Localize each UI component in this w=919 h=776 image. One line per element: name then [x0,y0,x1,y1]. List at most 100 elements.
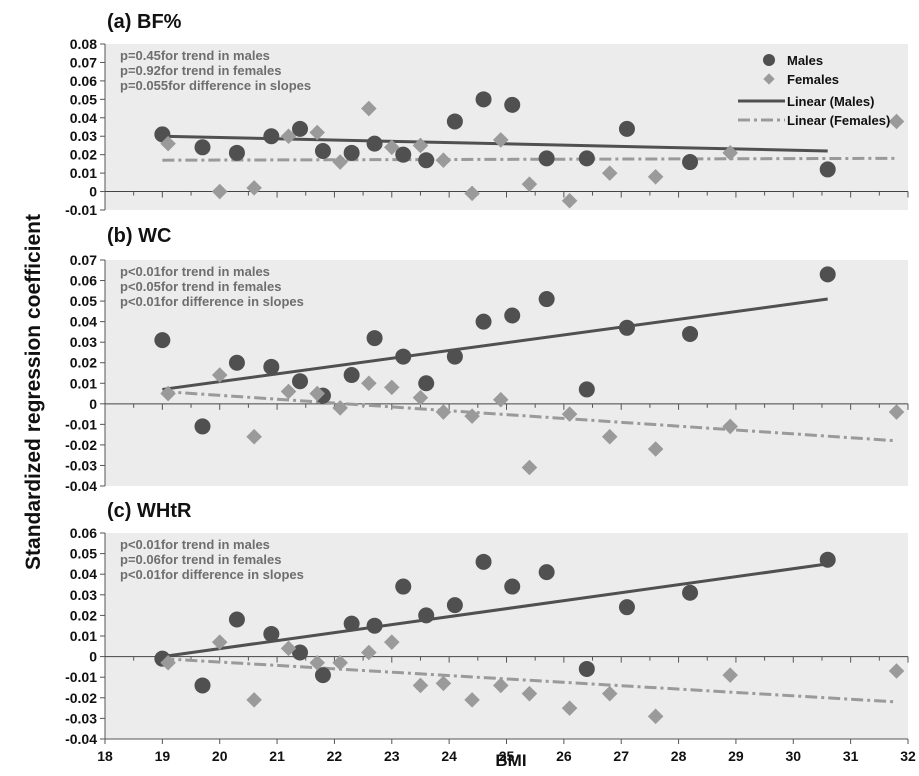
point-females [888,663,905,679]
point-males [366,617,383,634]
p-value-annotation: p<0.01for difference in slopes [120,294,304,309]
panel-2: (b) WC 0.07 0.06 0.05 0.04 0.03 0.02 0.01 0 -0.01… [65,225,909,494]
x-tick-label: 23 [384,748,400,764]
y-tick-label: 0.07 [70,252,97,268]
point-females [211,183,228,200]
point-females [412,137,429,154]
point-males [819,551,836,568]
y-tick-label: 0.02 [70,147,97,163]
point-males [446,597,463,614]
point-males [504,307,521,324]
p-value-annotation: p<0.01for trend in males [120,537,270,552]
point-males [538,564,555,581]
y-tick-label: 0.06 [70,273,97,289]
legend: Males Females Linear (Males) Linear (Fem… [738,53,890,128]
x-tick-label: 31 [843,748,859,764]
y-tick-label: 0 [89,396,97,412]
x-tick-label: 32 [900,748,916,764]
panel-1: (a) BF% 0.08 0.07 0.06 0.05 0.04 0.03 0.02 0.01 0… [65,11,909,218]
point-females [601,165,618,181]
point-males [618,599,635,616]
x-tick-label: 29 [728,748,744,764]
point-females [647,169,664,185]
point-males [446,348,463,365]
point-males [314,142,331,159]
y-tick-label: -0.01 [65,669,97,685]
point-females [160,135,176,152]
point-females [561,192,578,209]
y-tick-label: 0.06 [70,73,97,89]
point-females [435,152,452,168]
point-females [722,667,738,683]
point-males [343,144,360,161]
y-tick-label: 0.05 [70,91,97,107]
x-axis-label: BMI [495,751,526,770]
point-males [292,373,309,390]
panel-title: (a) BF% [107,11,182,33]
plot-area-background [105,533,908,739]
plot-area-background [105,44,908,210]
point-males [475,313,492,330]
point-males [263,128,280,145]
point-males [343,367,360,384]
point-males [228,144,245,161]
p-value-annotation: p=0.055for difference in slopes [120,78,311,93]
y-tick-label: 0.06 [70,525,97,541]
y-tick-label: 0.01 [70,165,97,181]
point-females [280,128,297,145]
point-females [211,367,228,383]
y-tick-label: 0.05 [70,546,97,562]
y-tick-label: 0.02 [70,607,97,623]
point-females [521,685,538,702]
legend-linear-males-label: Linear (Males) [787,94,874,109]
y-tick-label: -0.03 [65,710,97,726]
point-males [343,615,360,632]
p-value-annotation: p=0.45for trend in males [120,48,270,63]
legend-males-marker [763,54,775,66]
y-tick-label: 0.07 [70,54,97,70]
x-tick-label: 30 [785,748,801,764]
point-males [618,319,635,336]
point-males [366,330,383,347]
panel-3: (c) WHtR 0.06 0.05 0.04 0.03 0.02 0.01 0 -0.01 -0… [65,500,916,764]
y-tick-label: -0.01 [65,202,97,218]
point-males [682,584,699,601]
y-tick-label: -0.01 [65,416,97,432]
point-males [263,358,280,375]
x-tick-label: 25 [499,748,515,764]
x-tick-label: 26 [556,748,572,764]
y-tick-label: 0 [89,184,97,200]
y-tick-label: 0.02 [70,355,97,371]
point-males [314,667,331,684]
trendline-females [162,657,897,704]
point-males [538,150,555,167]
y-tick-label: 0.01 [70,375,97,391]
point-males [228,354,245,371]
panel-title: (c) WHtR [107,500,192,522]
point-males [578,381,595,398]
point-males [819,266,836,283]
point-males [194,418,211,435]
point-males [819,161,836,178]
point-females [521,176,538,192]
x-tick-label: 24 [441,748,457,764]
point-females [211,634,228,650]
point-males [446,113,463,130]
y-tick-label: 0.01 [70,628,97,644]
point-females [464,185,480,202]
legend-linear-females-label: Linear (Females) [787,113,890,128]
point-males [578,660,595,677]
point-males [395,348,412,365]
y-tick-label: 0.04 [70,314,97,330]
point-males [366,135,383,152]
y-tick-label: 0.04 [70,110,97,126]
point-females [160,385,176,402]
p-value-annotation: p=0.06for trend in females [120,552,281,567]
point-males [578,150,595,167]
trendline-females [162,389,897,443]
x-tick-label: 19 [155,748,171,764]
y-tick-label: 0.03 [70,587,97,603]
x-tick-label: 27 [613,748,629,764]
point-males [228,611,245,628]
